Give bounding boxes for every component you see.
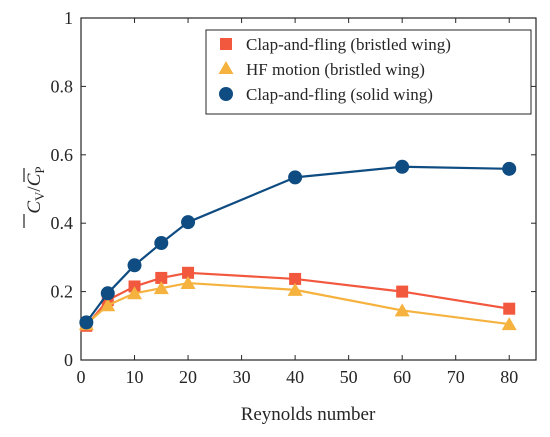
data-point — [288, 170, 303, 185]
x-tick-label: 30 — [233, 367, 251, 387]
legend-marker-triangle — [218, 61, 234, 74]
legend-marker-square — [220, 38, 232, 50]
data-point — [395, 159, 410, 174]
legend-label-1: HF motion (bristled wing) — [246, 60, 425, 79]
x-tick-label: 50 — [340, 367, 358, 387]
data-point — [127, 286, 143, 300]
y-tick-label: 0.2 — [51, 282, 74, 302]
legend: Clap-and-fling (bristled wing) HF motion… — [205, 29, 532, 115]
legend-label-2: Clap-and-fling (solid wing) — [246, 85, 433, 104]
data-point — [182, 266, 195, 279]
data-point — [79, 315, 94, 330]
data-point — [154, 236, 169, 251]
y-tick-label: 0.6 — [51, 145, 74, 165]
y-tick-label: 0.8 — [51, 76, 74, 96]
y-label-slash: / — [24, 186, 45, 192]
data-point — [502, 161, 517, 176]
data-point — [289, 272, 302, 285]
x-tick-label: 80 — [500, 367, 518, 387]
y-label-c-p: C — [24, 173, 45, 186]
data-point — [155, 271, 168, 284]
data-point — [503, 302, 516, 315]
y-tick-label: 0 — [64, 350, 73, 370]
y-label-c-v: C — [24, 201, 45, 214]
x-tick-label: 40 — [286, 367, 304, 387]
series-layer — [78, 159, 517, 332]
x-tick-label: 60 — [393, 367, 411, 387]
x-tick-label: 70 — [447, 367, 465, 387]
legend-label-0: Clap-and-fling (bristled wing) — [246, 35, 451, 54]
data-point — [153, 281, 169, 295]
data-point — [396, 285, 409, 298]
y-label-sub-p: P — [32, 166, 47, 173]
data-point — [180, 276, 196, 290]
svg-text:CV/CP: CV/CP — [24, 166, 47, 213]
data-point — [100, 298, 116, 312]
data-point — [127, 258, 142, 273]
y-tick-label: 1 — [64, 8, 73, 28]
x-tick-label: 10 — [126, 367, 144, 387]
series-line — [85, 281, 510, 326]
data-point — [501, 317, 517, 331]
legend-box — [205, 29, 532, 115]
x-tick-label: 20 — [179, 367, 197, 387]
ticks: 0 10 20 30 40 50 60 70 80 0 0.2 0.4 0.6 0.8 1 — [51, 8, 536, 387]
y-label-sub-v: V — [32, 191, 47, 201]
y-axis-label: CV/CP — [23, 166, 47, 228]
data-point — [287, 282, 303, 296]
data-point — [394, 303, 410, 317]
legend-marker-circle — [219, 87, 233, 101]
series-2 — [79, 159, 517, 330]
data-point — [181, 215, 196, 230]
y-tick-label: 0.4 — [51, 213, 74, 233]
data-point — [100, 286, 115, 301]
x-tick-label: 0 — [77, 367, 86, 387]
x-axis-label: Reynolds number — [241, 404, 376, 425]
